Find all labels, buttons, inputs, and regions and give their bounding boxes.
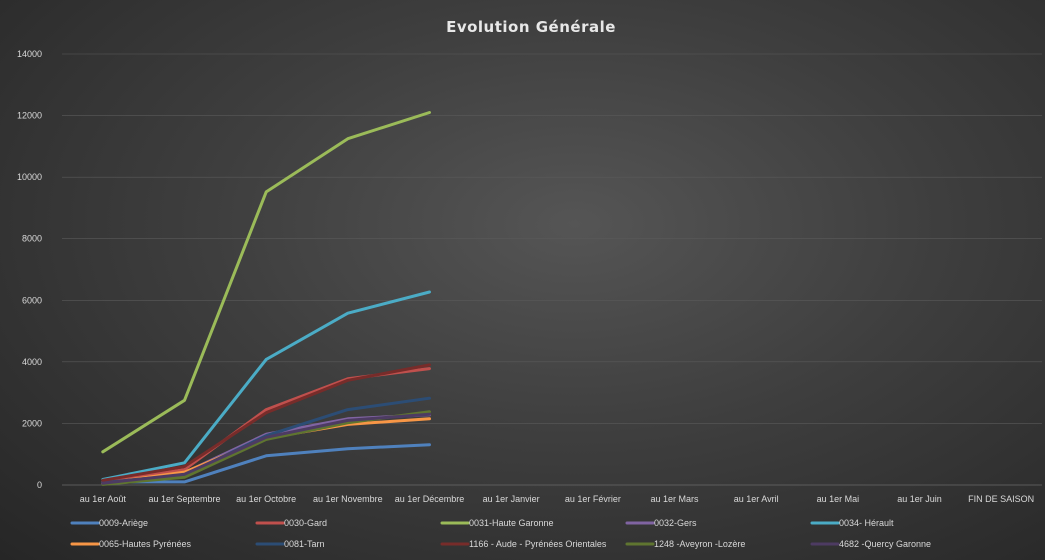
x-tick-label: au 1er Avril [734,494,779,504]
y-axis-ticks: 0 2000 4000 6000 8000 10000 12000 14000 [17,49,42,490]
x-tick-label: au 1er Juin [897,494,942,504]
series-line [101,363,431,482]
legend-label: 0065-Hautes Pyrénées [99,539,192,549]
series-lines [101,111,431,486]
x-tick-label: au 1er Mars [650,494,699,504]
x-tick-label: au 1er Octobre [236,494,296,504]
y-tick-label: 10000 [17,172,42,182]
x-tick-label: au 1er Août [80,494,127,504]
x-axis-ticks: au 1er Août au 1er Septembre au 1er Octobr… [80,494,1034,504]
x-tick-label: au 1er Novembre [313,494,383,504]
legend-label: 0030-Gard [284,518,327,528]
gridlines [62,53,1042,486]
x-tick-label: au 1er Mai [817,494,860,504]
legend: 0009-Ariège 0030-Gard 0031-Haute Garonne 00… [70,518,931,549]
legend-label: 1166 - Aude - Pyrénées Orientales [469,539,607,549]
y-tick-label: 12000 [17,111,42,121]
legend-label: 0034- Hérault [839,518,894,528]
y-tick-label: 4000 [22,357,42,367]
legend-label: 0032-Gers [654,518,697,528]
x-tick-label: au 1er Janvier [483,494,540,504]
x-tick-label: au 1er Septembre [148,494,220,504]
legend-label: 4682 -Quercy Garonne [839,539,931,549]
series-line [101,443,431,484]
y-tick-label: 2000 [22,418,42,428]
x-tick-label: au 1er Février [565,494,621,504]
chart-title: Evolution Générale [446,18,616,36]
legend-label: 1248 -Aveyron -Lozère [654,539,745,549]
x-tick-label: au 1er Décembre [395,494,465,504]
series-line [101,290,431,481]
y-tick-label: 14000 [17,49,42,59]
y-tick-label: 6000 [22,295,42,305]
legend-label: 0081-Tarn [284,539,325,549]
y-tick-label: 0 [37,480,42,490]
legend-label: 0031-Haute Garonne [469,518,554,528]
series-line [101,367,431,484]
y-tick-label: 8000 [22,234,42,244]
series-line [101,111,431,454]
legend-label: 0009-Ariège [99,518,148,528]
x-tick-label: FIN DE SAISON [968,494,1034,504]
series-line [101,412,431,485]
